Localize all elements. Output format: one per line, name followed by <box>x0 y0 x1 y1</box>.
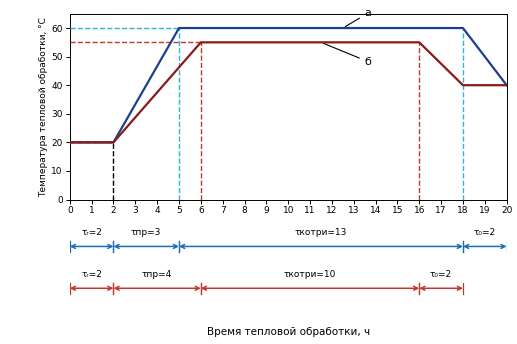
Text: а: а <box>345 8 372 26</box>
Text: τᵣ=2: τᵣ=2 <box>81 228 102 237</box>
Text: τпр=4: τпр=4 <box>142 270 172 279</box>
Text: τкотри=13: τкотри=13 <box>295 228 347 237</box>
Text: б: б <box>324 43 372 67</box>
Text: Время тепловой обработки, ч: Время тепловой обработки, ч <box>207 327 370 337</box>
Text: τпр=3: τпр=3 <box>131 228 161 237</box>
Text: τᵣ=2: τᵣ=2 <box>81 270 102 279</box>
Text: τ₀=2: τ₀=2 <box>430 270 452 279</box>
Text: τ₀=2: τ₀=2 <box>474 228 496 237</box>
Y-axis label: Температура тепловой обработки, °С: Температура тепловой обработки, °С <box>40 17 49 196</box>
Text: τкотри=10: τкотри=10 <box>284 270 336 279</box>
